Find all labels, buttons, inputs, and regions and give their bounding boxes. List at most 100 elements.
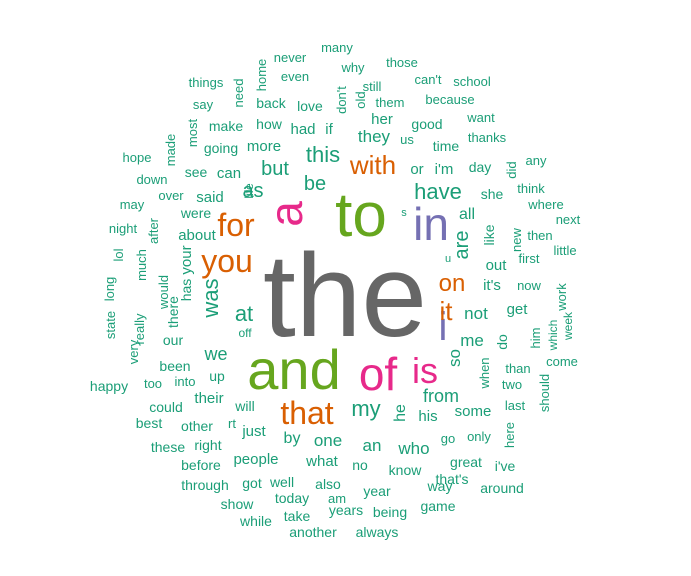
word-life: life <box>242 183 256 199</box>
word-us: us <box>400 132 414 147</box>
word-through: through <box>181 477 228 493</box>
word-show: show <box>221 496 255 512</box>
word-never: never <box>274 50 307 65</box>
word-say: say <box>193 97 214 112</box>
word-school: school <box>453 74 491 89</box>
word-good: good <box>411 116 442 132</box>
word-will: will <box>234 398 254 414</box>
word-another: another <box>289 524 337 540</box>
word-which: which <box>546 320 560 352</box>
word-one: one <box>314 431 342 450</box>
word-down: down <box>136 172 167 187</box>
word-your: your <box>178 245 195 274</box>
word-still: still <box>363 79 382 94</box>
word-many: many <box>321 40 353 55</box>
word-about: about <box>178 227 216 244</box>
word-little: little <box>553 243 576 258</box>
word-said: said <box>196 189 224 206</box>
word-other: other <box>181 418 213 434</box>
word-they: they <box>358 127 391 146</box>
word-back: back <box>256 95 287 111</box>
word-be: be <box>304 173 326 195</box>
word-at: at <box>235 301 253 326</box>
word-love: love <box>297 98 323 114</box>
word-week: week <box>561 311 575 341</box>
word-most: most <box>185 119 200 148</box>
word-his: his <box>418 408 437 425</box>
word-very: very <box>126 339 141 364</box>
word-any: any <box>526 153 547 168</box>
word-need: need <box>231 79 246 108</box>
word-get: get <box>507 301 529 318</box>
word-thanks: thanks <box>468 130 507 145</box>
word-make: make <box>209 118 243 134</box>
word-him: him <box>528 328 543 349</box>
word-not: not <box>464 304 488 323</box>
word-this: this <box>306 142 340 167</box>
word-much: much <box>134 249 149 281</box>
word-may: may <box>120 197 145 212</box>
word-also: also <box>315 476 341 492</box>
word-going: going <box>204 140 238 156</box>
word-my: my <box>351 396 380 421</box>
word-s: s <box>401 207 407 219</box>
word-more: more <box>247 138 281 155</box>
word-would: would <box>156 275 171 310</box>
word-have: have <box>414 179 462 204</box>
word-off: off <box>238 326 252 340</box>
word-night: night <box>109 221 138 236</box>
word-go: go <box>441 431 455 446</box>
word-so: so <box>445 349 464 367</box>
word-too: too <box>144 376 162 391</box>
word-do: do <box>494 334 510 350</box>
word-how: how <box>256 116 283 132</box>
word-long: long <box>102 277 117 302</box>
word-don-t: don't <box>334 86 349 114</box>
word-think: think <box>517 181 545 196</box>
word-he: he <box>392 404 409 422</box>
word-she: she <box>481 186 504 202</box>
word-great: great <box>450 454 482 470</box>
word-out: out <box>486 257 508 274</box>
word-to: to <box>335 181 387 250</box>
word-and: and <box>247 338 340 401</box>
word-is: is <box>412 350 438 391</box>
word-where: where <box>527 197 563 212</box>
word-a: a <box>260 201 312 227</box>
word-i-ve: i've <box>495 458 516 474</box>
word-last: last <box>505 398 526 413</box>
word-can-t: can't <box>414 72 441 87</box>
word-from: from <box>423 386 459 406</box>
word-right: right <box>194 437 221 453</box>
word-been: been <box>159 358 190 374</box>
word-when: when <box>477 357 492 389</box>
word-up: up <box>209 368 225 384</box>
word-by: by <box>284 430 301 447</box>
word-what: what <box>305 453 339 470</box>
word-u: u <box>445 253 451 265</box>
word-did: did <box>504 161 519 178</box>
word-into: into <box>175 374 196 389</box>
word-had: had <box>290 121 315 138</box>
word-year: year <box>363 483 391 499</box>
word-lol: lol <box>111 248 126 261</box>
word-got: got <box>242 475 262 491</box>
word-over: over <box>158 188 184 203</box>
word-those: those <box>386 55 418 70</box>
word-if: if <box>325 121 333 138</box>
word-best: best <box>136 415 163 431</box>
word-but: but <box>261 158 289 180</box>
word-like: like <box>481 224 497 245</box>
word-even: even <box>281 69 309 84</box>
word-work: work <box>554 283 569 312</box>
word-these: these <box>151 439 185 455</box>
word-just: just <box>241 423 266 440</box>
word-new: new <box>509 227 524 251</box>
word-then: then <box>527 228 552 243</box>
word-hope: hope <box>123 150 152 165</box>
word-see: see <box>185 164 208 180</box>
word-who: who <box>397 439 429 458</box>
word-time: time <box>433 138 460 154</box>
